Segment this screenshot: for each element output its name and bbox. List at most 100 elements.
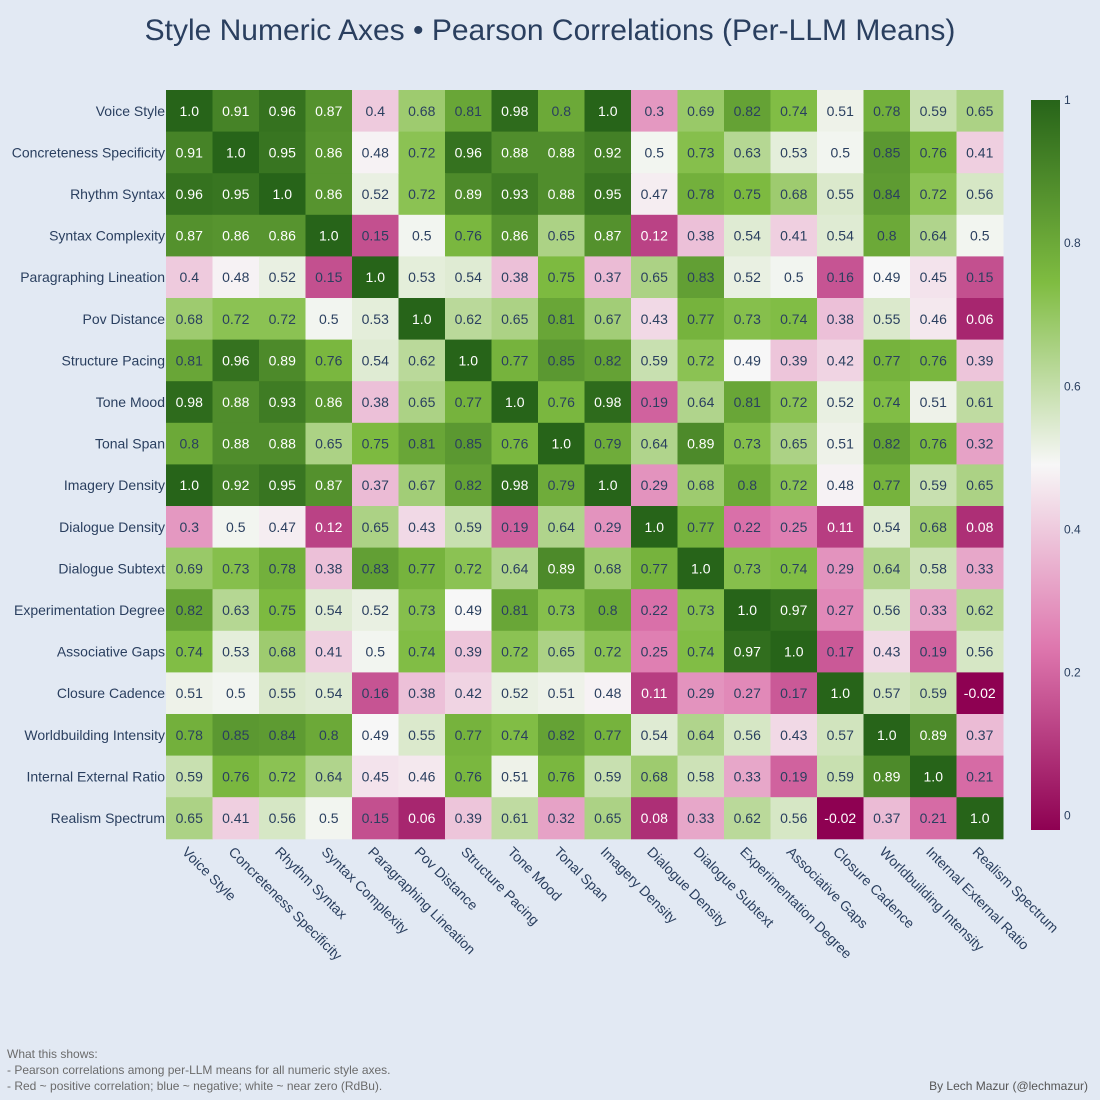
heatmap-cell — [259, 589, 306, 632]
cell-value-label: 0.51 — [176, 685, 203, 701]
heatmap-cell — [538, 214, 585, 257]
heatmap-cell — [305, 339, 353, 382]
heatmap-cell — [724, 547, 771, 590]
cell-value-label: 0.72 — [222, 311, 249, 327]
cell-value-label: 0.52 — [362, 602, 389, 618]
cell-value-label: 0.39 — [780, 352, 807, 368]
heatmap-cell — [584, 298, 632, 341]
heatmap-cell — [677, 298, 725, 341]
heatmap-cell — [910, 714, 957, 757]
heatmap-cell — [491, 339, 539, 382]
heatmap-cell — [491, 131, 539, 174]
heatmap-cell — [352, 339, 399, 382]
cell-value-label: 0.45 — [920, 269, 947, 285]
heatmap-cell — [724, 131, 771, 174]
cell-value-label: 0.33 — [966, 560, 993, 576]
heatmap-cell — [677, 672, 725, 715]
cell-value-label: 0.76 — [920, 352, 947, 368]
cell-value-label: 0.5 — [319, 311, 339, 327]
heatmap-cell — [398, 173, 446, 216]
cell-value-label: 0.37 — [362, 477, 389, 493]
cell-value-label: 0.72 — [455, 560, 482, 576]
heatmap-cell — [352, 797, 399, 840]
heatmap-cell — [491, 90, 539, 133]
cell-value-label: 0.64 — [873, 560, 900, 576]
cell-value-label: 0.45 — [362, 768, 389, 784]
cell-value-label: 0.58 — [920, 560, 947, 576]
cell-value-label: 0.49 — [873, 269, 900, 285]
heatmap-cell — [538, 797, 585, 840]
cell-value-label: 0.77 — [687, 519, 714, 535]
cell-value-label: 0.22 — [641, 602, 668, 618]
cell-value-label: 0.17 — [827, 644, 854, 660]
cell-value-label: 0.37 — [594, 269, 621, 285]
heatmap-cell — [817, 506, 864, 549]
cell-value-label: 0.29 — [641, 477, 668, 493]
cell-value-label: 0.83 — [362, 560, 389, 576]
cell-value-label: 0.93 — [501, 186, 528, 202]
cell-value-label: 0.75 — [362, 436, 389, 452]
cell-value-label: 0.86 — [501, 228, 528, 244]
heatmap-cell — [212, 589, 260, 632]
heatmap-cell — [166, 797, 213, 840]
heatmap-cell — [770, 298, 818, 341]
cell-value-label: 0.52 — [269, 269, 296, 285]
heatmap-cell — [863, 381, 911, 424]
cell-value-label: 0.59 — [176, 768, 203, 784]
cell-value-label: 0.97 — [734, 644, 761, 660]
cell-value-label: 0.48 — [222, 269, 249, 285]
heatmap-cell — [817, 90, 864, 133]
cell-value-label: 0.63 — [222, 602, 249, 618]
cell-value-label: 0.29 — [594, 519, 621, 535]
heatmap-cell — [584, 214, 632, 257]
cell-value-label: 0.79 — [548, 477, 575, 493]
heatmap-cell — [259, 506, 306, 549]
cell-value-label: 0.12 — [315, 519, 342, 535]
cell-value-label: 0.57 — [827, 727, 854, 743]
heatmap-cell — [724, 589, 771, 632]
heatmap-cell — [910, 381, 957, 424]
heatmap-cell — [305, 630, 353, 673]
heatmap-cell — [259, 672, 306, 715]
cell-value-label: 0.68 — [176, 311, 203, 327]
author-credit: By Lech Mazur (@lechmazur) — [929, 1079, 1088, 1093]
heatmap-cell — [166, 214, 213, 257]
cell-value-label: 0.74 — [780, 560, 807, 576]
heatmap-cell — [305, 547, 353, 590]
cell-value-label: 0.95 — [269, 144, 296, 160]
heatmap-cell — [956, 214, 1004, 257]
heatmap-cell — [631, 256, 678, 299]
heatmap-cell — [398, 90, 446, 133]
cell-value-label: 0.72 — [408, 144, 435, 160]
heatmap-cell — [956, 672, 1004, 715]
heatmap-cell — [956, 131, 1004, 174]
cell-value-label: 0.85 — [222, 727, 249, 743]
heatmap-cell — [863, 298, 911, 341]
heatmap-cell — [770, 797, 818, 840]
row-label: Experimentation Degree — [14, 602, 165, 618]
heatmap-chart: 1.0 0.91 0.96 0.87 0.4 0.68 0.81 0.98 0.8 1.0 0.3 0… — [12, 90, 1081, 963]
heatmap-cell — [863, 755, 911, 798]
heatmap-cell — [538, 422, 585, 465]
heatmap-cell — [584, 714, 632, 757]
heatmap-cell — [212, 339, 260, 382]
cell-value-label: 0.54 — [315, 602, 342, 618]
heatmap-cell — [166, 672, 213, 715]
cell-value-label: 0.72 — [269, 768, 296, 784]
cell-value-label: 0.11 — [827, 519, 853, 535]
cell-value-label: 0.56 — [966, 644, 993, 660]
cell-value-label: 0.65 — [501, 311, 528, 327]
heatmap-cell — [166, 464, 213, 507]
heatmap-cell — [166, 506, 213, 549]
heatmap-cell — [305, 381, 353, 424]
cell-value-label: 0.41 — [966, 144, 993, 160]
cell-value-label: 0.52 — [827, 394, 854, 410]
heatmap-cell — [259, 797, 306, 840]
heatmap-cell — [863, 797, 911, 840]
cell-value-label: 0.3 — [645, 103, 665, 119]
cell-value-label: 0.77 — [455, 727, 482, 743]
heatmap-cell — [584, 256, 632, 299]
heatmap-cell — [445, 464, 492, 507]
heatmap-cell — [817, 256, 864, 299]
cell-value-label: 0.08 — [641, 810, 668, 826]
